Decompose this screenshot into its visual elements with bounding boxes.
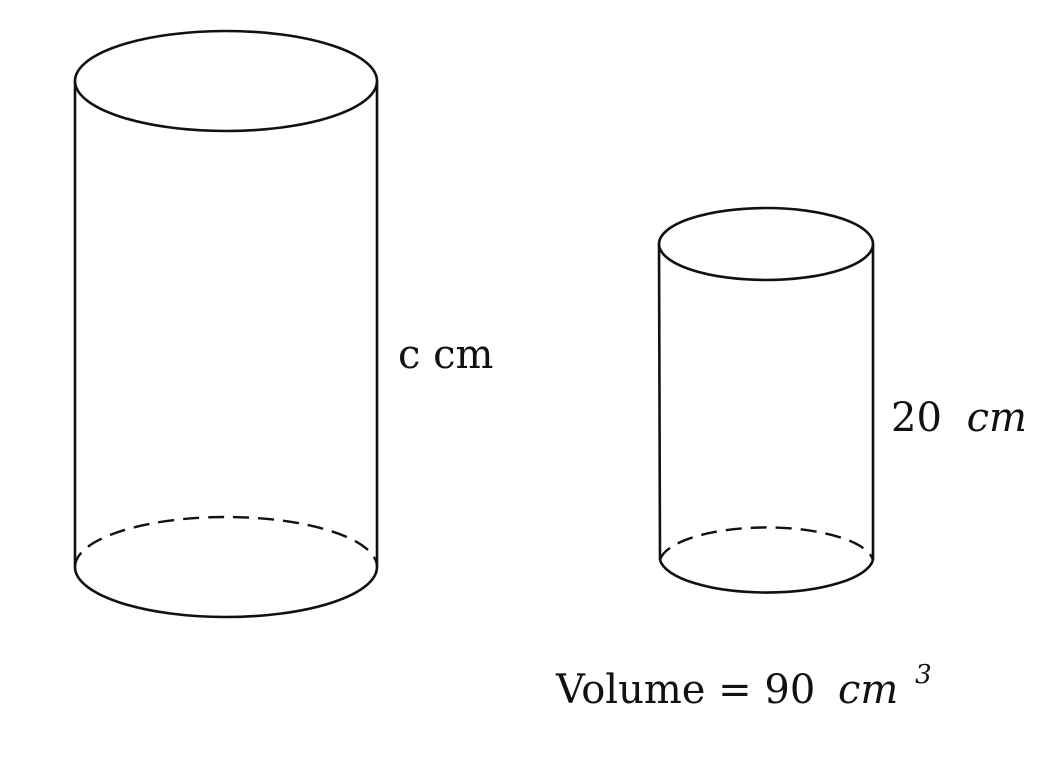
small-cylinder-height-label: 20 cm [891,395,1027,441]
volume-prefix: Volume = 90 [555,667,815,713]
small-cylinder-base-front [658,559,875,594]
large-cylinder [73,29,379,619]
large-cylinder-height-label: c cm [398,332,493,378]
small-cylinder-top [657,206,875,282]
small-cylinder [657,206,875,594]
volume-unit: cm [838,667,898,713]
large-cylinder-base-hidden [73,515,379,568]
small-cylinder-left-side [657,243,662,561]
small-cylinder-volume-label: Volume = 90 cm 3 [555,660,932,713]
large-cylinder-top [73,29,379,133]
small-cylinder-height-value: 20 [891,395,942,441]
volume-exponent: 3 [915,660,932,690]
large-cylinder-base-front [73,566,379,619]
small-cylinder-base-hidden [658,526,875,561]
small-cylinder-height-unit: cm [967,395,1027,441]
